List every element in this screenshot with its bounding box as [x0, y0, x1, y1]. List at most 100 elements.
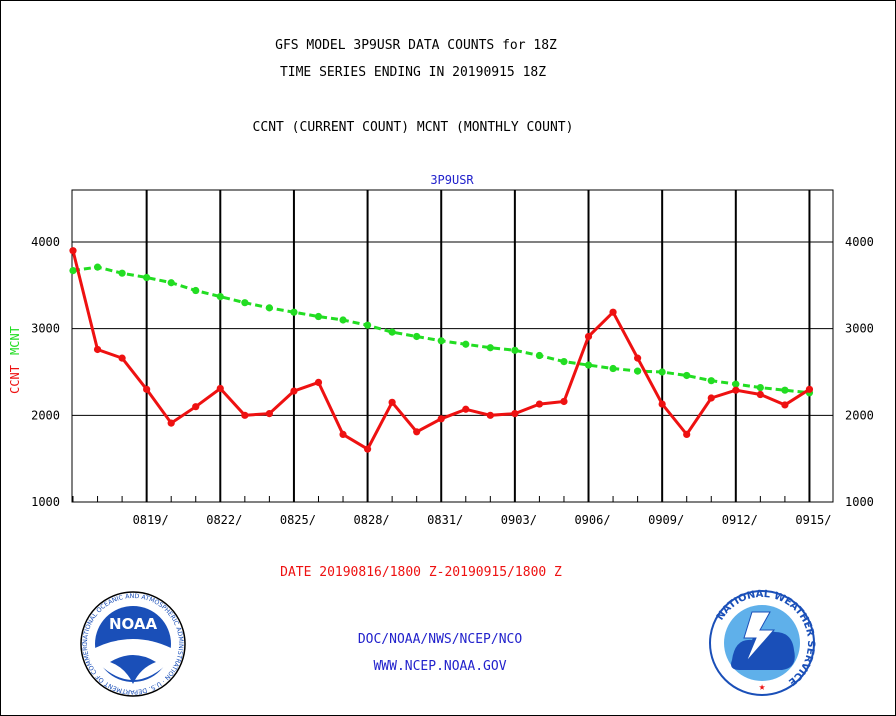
x-tick-label: 0912/ — [722, 513, 758, 527]
data-point-ccnt — [192, 403, 200, 411]
y-axis-label-mcnt: MCNT — [8, 326, 22, 355]
x-tick-label: 0903/ — [501, 513, 537, 527]
y-tick-label-left: 2000 — [31, 408, 60, 422]
noaa-seal-ring-text: NATIONAL OCEANIC AND ATMOSPHERIC ADMINIS… — [0, 0, 184, 695]
data-point-mcnt — [216, 293, 224, 301]
data-point-mcnt — [265, 304, 273, 312]
y-tick-label-left: 3000 — [31, 322, 60, 336]
data-point-mcnt — [658, 368, 666, 376]
data-point-ccnt — [781, 401, 789, 409]
data-point-ccnt — [241, 411, 249, 419]
data-point-mcnt — [339, 316, 347, 324]
data-point-mcnt — [314, 312, 323, 321]
data-point-mcnt — [462, 340, 470, 348]
data-point-ccnt — [118, 354, 126, 362]
y-tick-label-right: 4000 — [845, 235, 874, 249]
y-tick-label-right: 1000 — [845, 495, 874, 509]
chart-subtitle: CCNT (CURRENT COUNT) MCNT (MONTHLY COUNT… — [252, 120, 574, 135]
data-point-mcnt — [756, 384, 764, 392]
data-point-mcnt — [584, 361, 593, 369]
data-point-ccnt — [93, 345, 102, 354]
data-point-mcnt — [93, 263, 102, 271]
data-point-mcnt — [609, 364, 617, 373]
data-point-ccnt — [683, 430, 691, 438]
data-point-ccnt — [216, 384, 224, 393]
data-point-mcnt — [363, 321, 372, 329]
data-point-mcnt — [290, 308, 298, 316]
y-tick-label-right: 3000 — [845, 322, 874, 336]
data-point-mcnt — [560, 358, 568, 366]
data-point-ccnt — [363, 445, 372, 453]
x-tick-label: 0819/ — [133, 513, 169, 527]
svg-text:★: ★ — [759, 680, 766, 693]
data-point-ccnt — [437, 415, 445, 423]
data-point-ccnt — [634, 354, 642, 362]
data-point-ccnt — [732, 386, 740, 394]
data-point-ccnt — [560, 397, 568, 406]
data-point-ccnt — [535, 400, 544, 408]
data-point-ccnt — [658, 400, 666, 408]
data-point-ccnt — [756, 390, 764, 399]
data-point-ccnt — [413, 428, 421, 436]
data-point-ccnt — [69, 247, 77, 255]
data-point-mcnt — [683, 371, 691, 380]
data-point-mcnt — [437, 337, 445, 345]
org-path-label: DOC/NOAA/NWS/NCEP/NCO — [357, 632, 523, 647]
data-point-ccnt — [609, 308, 617, 316]
data-point-ccnt — [462, 405, 470, 413]
data-point-mcnt — [707, 377, 715, 385]
data-point-mcnt — [388, 328, 396, 336]
y-tick-label-right: 2000 — [845, 408, 874, 422]
plot-frame — [71, 189, 834, 503]
data-point-mcnt — [781, 386, 789, 394]
data-point-mcnt — [413, 332, 421, 341]
data-point-ccnt — [143, 385, 151, 393]
data-point-mcnt — [535, 351, 544, 360]
y-axis-label: CCNT MCNT — [8, 326, 22, 394]
data-point-ccnt — [805, 385, 814, 393]
data-point-ccnt — [167, 419, 175, 427]
series-layer — [69, 247, 814, 453]
axis-layer — [71, 189, 834, 503]
data-point-ccnt — [707, 394, 715, 402]
data-point-ccnt — [388, 398, 396, 406]
data-point-mcnt — [143, 273, 151, 282]
x-tick-label: 0822/ — [206, 513, 242, 527]
x-tick-label: 0909/ — [648, 513, 684, 527]
data-point-mcnt — [69, 267, 77, 275]
grid-layer — [72, 190, 833, 502]
x-tick-label: 0906/ — [574, 513, 610, 527]
chart-title-line1: GFS MODEL 3P9USR DATA COUNTS for 18Z — [275, 38, 557, 53]
data-point-ccnt — [584, 332, 593, 341]
chart-title-line2: TIME SERIES ENDING IN 20190915 18Z — [279, 65, 547, 80]
data-point-ccnt — [265, 410, 273, 418]
data-point-mcnt — [732, 380, 740, 388]
label-layer: 1000 1000 2000 2000 3000 3000 4000 4000 0819/082… — [8, 173, 874, 527]
data-point-ccnt — [511, 410, 519, 418]
website-link[interactable]: WWW.NCEP.NOAA.GOV — [373, 659, 507, 674]
date-range-label: DATE 20190816/1800 Z-20190915/1800 Z — [280, 565, 562, 580]
data-point-ccnt — [486, 411, 494, 419]
data-point-mcnt — [511, 346, 519, 354]
y-axis-label-ccnt: CCNT — [8, 365, 22, 394]
y-tick-label-left: 4000 — [31, 235, 60, 249]
noaa-logo: NOAA NATIONAL OCEANIC AND ATMOSPHERIC AD… — [0, 0, 186, 697]
x-tick-label: 0825/ — [280, 513, 316, 527]
series-title: 3P9USR — [430, 173, 474, 187]
data-point-mcnt — [486, 344, 494, 352]
x-tick-label: 0828/ — [354, 513, 390, 527]
x-tick-label: 0831/ — [427, 513, 463, 527]
nws-logo: ★ NATIONAL WEATHER SERVICE — [709, 589, 816, 696]
data-point-ccnt — [314, 378, 323, 386]
data-point-mcnt — [118, 269, 126, 277]
data-point-mcnt — [634, 367, 642, 375]
data-point-mcnt — [167, 279, 175, 287]
data-point-ccnt — [290, 387, 298, 395]
x-tick-label: 0915/ — [795, 513, 831, 527]
data-point-ccnt — [339, 430, 347, 438]
y-tick-label-left: 1000 — [31, 495, 60, 509]
data-point-mcnt — [241, 299, 249, 307]
noaa-logo-text: NOAA — [109, 615, 158, 633]
data-point-mcnt — [192, 286, 200, 295]
